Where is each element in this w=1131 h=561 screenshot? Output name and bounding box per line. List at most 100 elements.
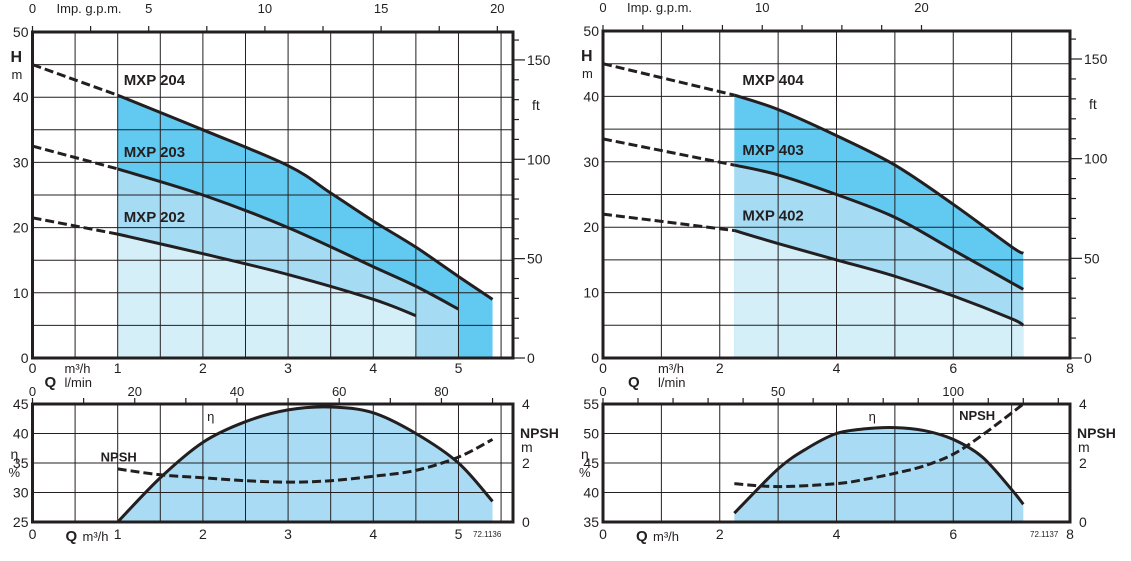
series-label-mxp-403: MXP 403 <box>742 142 803 159</box>
x-tick-label: 4 <box>833 526 841 542</box>
y-tick-label: 40 <box>13 89 29 105</box>
y-tick-label: 45 <box>13 396 29 412</box>
curve-dashed-mxp-202 <box>32 216 118 236</box>
y2-tick-label: 2 <box>1079 455 1087 471</box>
y-tick-label: 30 <box>583 154 599 170</box>
y2-tick-label: 4 <box>1079 396 1087 412</box>
y-tick-label: 40 <box>583 88 599 104</box>
curve-mxp-404 <box>733 93 1025 255</box>
plot-frame <box>601 29 1072 360</box>
x-tick-label: 4 <box>369 360 377 376</box>
x-tick-label: 3 <box>284 526 292 542</box>
y-tick-label: 10 <box>13 285 29 301</box>
npsh-curve-label: NPSH <box>101 450 137 465</box>
x-axis-unit: m³/h <box>83 529 109 544</box>
x-tick-label: 5 <box>455 360 463 376</box>
y2-axis-label: NPSH <box>520 425 559 441</box>
lmin-tick-label: 80 <box>434 384 448 399</box>
y-tick-label: 0 <box>21 350 29 366</box>
x-tick-label: 2 <box>716 360 724 376</box>
curve-dashed-mxp-402 <box>602 212 735 232</box>
x-tick-label: 8 <box>1066 526 1074 542</box>
y-tick-label: 50 <box>583 426 599 442</box>
y2-tick-label: 100 <box>527 151 551 167</box>
y-axis-label: H <box>11 49 23 66</box>
y2-tick-label: 150 <box>1084 51 1108 67</box>
y2-axis-unit: ft <box>1089 96 1097 112</box>
y-axis-unit: m <box>12 67 23 82</box>
curve-dashed-mxp-204 <box>31 63 119 97</box>
y2-tick-label: 50 <box>527 251 543 267</box>
top-tick-label: 10 <box>755 0 769 15</box>
y2-tick-label: 0 <box>527 350 535 366</box>
y-axis-unit: m <box>582 66 593 81</box>
y-axis-label: η <box>581 446 589 462</box>
x-tick-label: 4 <box>833 360 841 376</box>
x-tick-label: 2 <box>199 360 207 376</box>
curve-dashed-mxp-203 <box>32 144 119 171</box>
npsh-curve-label: NPSH <box>959 408 995 423</box>
plot-frame <box>601 402 1072 524</box>
lmin-tick-label: 0 <box>29 384 36 399</box>
curve-dashed-mxp-403 <box>602 137 735 167</box>
efficiency-area <box>734 427 1024 522</box>
y2-tick-label: 2 <box>522 455 530 471</box>
curve-mxp-202 <box>117 232 417 318</box>
x-axis-label: Q <box>636 528 648 545</box>
curve-mxp-402 <box>733 229 1025 327</box>
x-tick-label: 0 <box>29 526 37 542</box>
x-tick-label: 3 <box>284 360 292 376</box>
y2-axis-unit: m <box>1078 439 1090 455</box>
y-tick-label: 10 <box>583 285 599 301</box>
x-axis-unit: m³/h <box>65 361 91 376</box>
y2-axis-label: NPSH <box>1077 425 1116 441</box>
y-tick-label: 0 <box>591 350 599 366</box>
x-tick-label: 1 <box>114 360 122 376</box>
x-tick-label: 2 <box>199 526 207 542</box>
x-axis-label: Q <box>45 374 57 391</box>
y-tick-label: 35 <box>583 514 599 530</box>
curve-mxp-403 <box>734 163 1025 291</box>
curve-mxp-203 <box>117 167 460 311</box>
series-label-mxp-203: MXP 203 <box>124 144 185 161</box>
y-axis-label: η <box>11 446 19 462</box>
y2-tick-label: 4 <box>522 396 530 412</box>
x-tick-label: 4 <box>369 526 377 542</box>
top-tick-label: 20 <box>914 0 928 15</box>
drawing-code: 72.1136 <box>473 530 502 539</box>
top-axis-unit: Imp. g.p.m. <box>627 0 692 15</box>
series-label-mxp-202: MXP 202 <box>124 209 185 226</box>
y2-axis-unit: m <box>521 439 533 455</box>
x-tick-label: 0 <box>599 360 607 376</box>
x-tick-label: 6 <box>949 360 957 376</box>
efficiency-curve <box>733 426 1025 515</box>
y2-tick-label: 50 <box>1084 250 1100 266</box>
x-tick-label: 6 <box>949 526 957 542</box>
y-tick-label: 55 <box>583 396 599 412</box>
curve-mxp-204 <box>117 93 494 301</box>
lmin-tick-label: 60 <box>332 384 346 399</box>
x-tick-label: 2 <box>716 526 724 542</box>
plot-frame <box>31 30 515 360</box>
area-mxp-202 <box>117 234 416 358</box>
y-axis-label: H <box>581 48 593 65</box>
y-tick-label: 35 <box>13 455 29 471</box>
x-tick-label: 0 <box>599 526 607 542</box>
top-tick-label: 5 <box>145 1 152 16</box>
y-axis-unit: % <box>9 465 21 480</box>
y2-tick-label: 0 <box>522 514 530 530</box>
top-tick-label: 0 <box>599 0 606 15</box>
plot-frame <box>31 402 515 524</box>
x-tick-label: 5 <box>455 526 463 542</box>
npsh-curve <box>734 402 1025 489</box>
x-tick-label: 1 <box>114 526 122 542</box>
lmin-tick-label: 20 <box>127 384 141 399</box>
y2-tick-label: 0 <box>1084 350 1092 366</box>
x-tick-label: 8 <box>1066 360 1074 376</box>
top-tick-label: 15 <box>374 1 388 16</box>
x-axis-unit-lmin: l/min <box>658 375 685 390</box>
y-tick-label: 45 <box>583 455 599 471</box>
